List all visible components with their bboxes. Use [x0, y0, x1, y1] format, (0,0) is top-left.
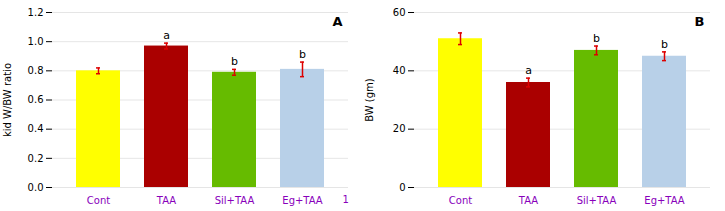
- svg-text:b: b: [231, 55, 238, 68]
- svg-text:TAA: TAA: [518, 195, 538, 206]
- svg-text:1: 1: [343, 194, 349, 205]
- svg-text:20: 20: [393, 123, 406, 134]
- svg-text:BW (gm): BW (gm): [364, 78, 375, 122]
- svg-text:Eg+TAA: Eg+TAA: [644, 195, 684, 206]
- svg-text:0.2: 0.2: [28, 153, 44, 164]
- svg-text:0.4: 0.4: [28, 123, 44, 134]
- svg-text:1.2: 1.2: [28, 7, 44, 18]
- svg-text:b: b: [593, 32, 600, 45]
- svg-text:B: B: [695, 14, 705, 29]
- svg-text:a: a: [525, 64, 532, 77]
- svg-text:0.8: 0.8: [28, 65, 44, 76]
- svg-text:0: 0: [399, 182, 405, 193]
- svg-text:b: b: [661, 38, 668, 51]
- svg-text:40: 40: [393, 65, 406, 76]
- svg-text:b: b: [299, 48, 306, 61]
- svg-text:Cont: Cont: [449, 195, 472, 206]
- svg-text:Eg+TAA: Eg+TAA: [282, 195, 322, 206]
- svg-text:Cont: Cont: [87, 195, 110, 206]
- svg-text:1.0: 1.0: [28, 36, 44, 47]
- svg-text:kid W/BW ratio: kid W/BW ratio: [2, 63, 13, 137]
- svg-text:Sil+TAA: Sil+TAA: [577, 195, 617, 206]
- svg-text:a: a: [163, 29, 170, 42]
- svg-text:0.0: 0.0: [28, 182, 44, 193]
- svg-text:A: A: [332, 14, 342, 29]
- svg-text:TAA: TAA: [156, 195, 176, 206]
- svg-text:0.6: 0.6: [28, 94, 44, 105]
- svg-text:60: 60: [393, 7, 406, 18]
- svg-text:Sil+TAA: Sil+TAA: [215, 195, 255, 206]
